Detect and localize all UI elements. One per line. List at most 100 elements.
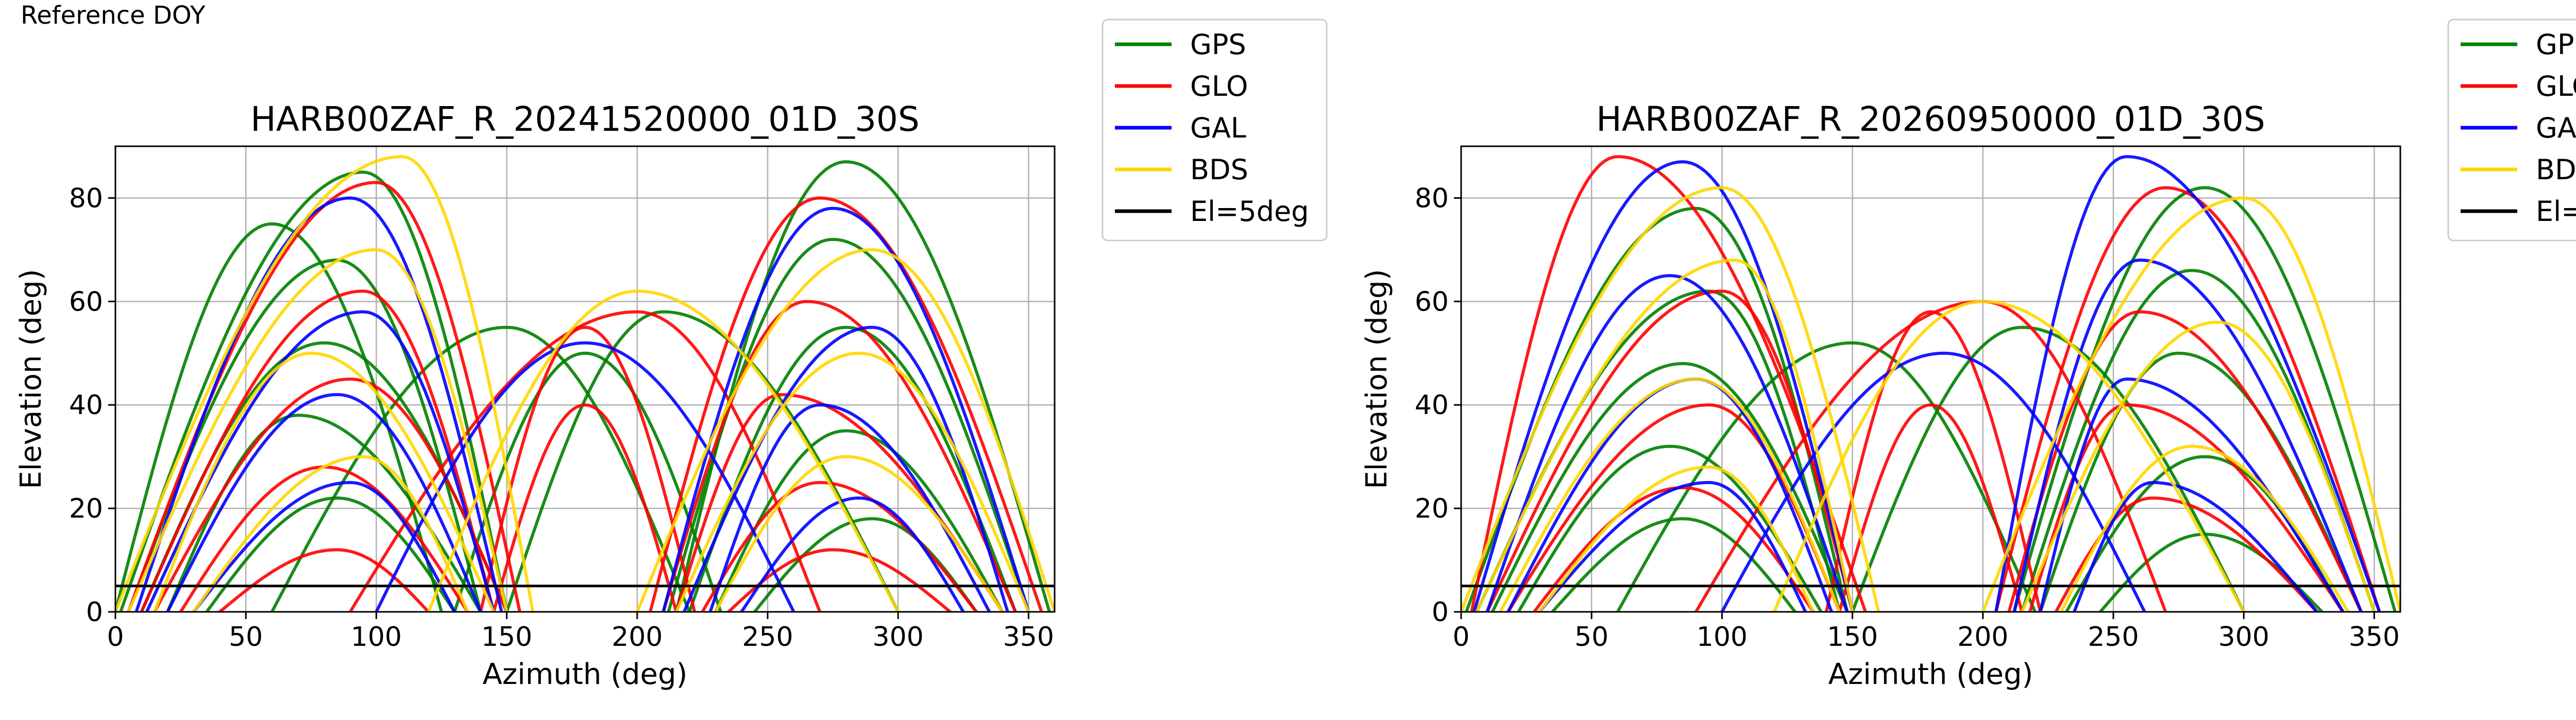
track-bds [1537,465,1815,612]
track-gal [192,481,456,612]
track-bds [674,351,1030,612]
chart-title: HARB00ZAF_R_20260950000_01D_30S [1596,99,2265,139]
track-glo [479,325,697,612]
track-gps [674,160,1051,612]
x-tick-label: 100 [351,622,402,653]
track-glo [727,548,952,612]
track-bds [1772,300,2246,612]
series-gal [134,196,1030,612]
x-tick-label: 200 [1957,622,2008,653]
track-gal [2073,481,2318,612]
skyplot-chart-left: 0 50 100 150 200 250 300 350 0 20 40 60 80 HARB00ZAF_… [14,19,1328,691]
track-glo [701,481,978,612]
track-gps [2039,351,2363,612]
series-bds [1461,186,2400,612]
axes-frame [114,145,1056,613]
corner-label: Reference DOY [21,1,206,30]
track-gps [1490,362,1849,612]
legend-label: GLO [2536,70,2576,102]
legend-label: BDS [2536,153,2576,186]
track-gal [375,341,795,612]
chart-title: HARB00ZAF_R_20241520000_01D_30S [250,99,920,139]
legend: GPS GLO GAL BDS El=5deg [1101,19,1328,242]
legend-box [1101,19,1328,242]
legend-box [2447,19,2576,242]
legend-label: GAL [2536,112,2576,144]
track-gps [1517,444,1823,612]
track-gal [662,207,1030,612]
track-glo [153,378,509,612]
track-gps [205,496,456,612]
track-bds [635,248,1055,612]
x-axis-label: Azimuth (deg) [1828,658,2033,691]
x-tick-label: 300 [873,622,924,653]
track-gal [1472,160,1854,612]
track-glo [662,300,1017,612]
track-bds [127,248,509,612]
x-tick-label: 100 [1697,622,1748,653]
track-bds [115,155,535,612]
x-tick-label: 50 [229,622,263,653]
series-glo [1470,155,2381,612]
legend-label: El=5deg [1190,195,1309,228]
track-gal [2039,378,2345,612]
y-tick-label: 60 [1415,286,1449,317]
y-tick-label: 0 [1432,597,1449,628]
legend-label: GLO [1190,70,1248,102]
track-bds [427,289,900,612]
x-tick-label: 350 [2349,622,2400,653]
track-gal [166,393,482,612]
x-tick-label: 250 [742,622,793,653]
track-gps [119,170,509,612]
x-tick-label: 350 [1003,622,1054,653]
track-glo [1470,155,1867,612]
satellite-tracks [115,155,1055,612]
track-gps [688,325,1017,612]
x-tick-label: 250 [2088,622,2139,653]
x-tick-label: 150 [1827,622,1878,653]
y-tick-label: 40 [1415,390,1449,421]
track-gal [740,496,965,612]
y-tick-label: 80 [69,183,103,214]
y-tick-label: 80 [1415,183,1449,214]
series-gal [1472,155,2381,612]
x-axis-label: Azimuth (deg) [483,658,688,691]
legend: GPS GLO GAL BDS El=5deg [2447,19,2576,242]
series-bds [115,155,1055,612]
track-glo [492,403,678,612]
y-tick-label: 20 [69,493,103,524]
x-tick-label: 150 [481,622,532,653]
track-bds [714,455,1004,612]
track-gps [453,351,722,612]
track-gal [1537,481,1807,612]
track-bds [2020,320,2376,612]
track-bds [1499,378,1841,612]
track-gal [1720,351,2146,612]
track-bds [1461,186,1880,612]
track-glo [1694,300,2167,612]
track-bds [2059,444,2350,612]
satellite-tracks [1461,155,2400,612]
track-gps [1551,517,1797,612]
x-tick-label: 300 [2218,622,2269,653]
y-axis-label: Elevation (deg) [14,269,48,489]
y-tick-label: 20 [1415,493,1449,524]
y-tick-label: 60 [69,286,103,317]
track-bds [1475,259,1854,612]
x-tick-label: 0 [107,622,124,653]
track-glo [1838,403,2024,612]
track-glo [2007,310,2363,612]
track-bds [1981,196,2400,612]
y-tick-label: 40 [69,390,103,421]
track-gps [1616,341,2037,612]
track-glo [140,289,496,612]
track-gal [1994,155,2381,612]
legend-label: GAL [1190,112,1246,144]
track-gal [134,196,503,612]
track-glo [1994,186,2381,612]
x-tick-label: 0 [1452,622,1469,653]
track-gps [714,429,1004,612]
track-gal [1485,274,1849,612]
legend-label: GPS [1190,28,1246,61]
